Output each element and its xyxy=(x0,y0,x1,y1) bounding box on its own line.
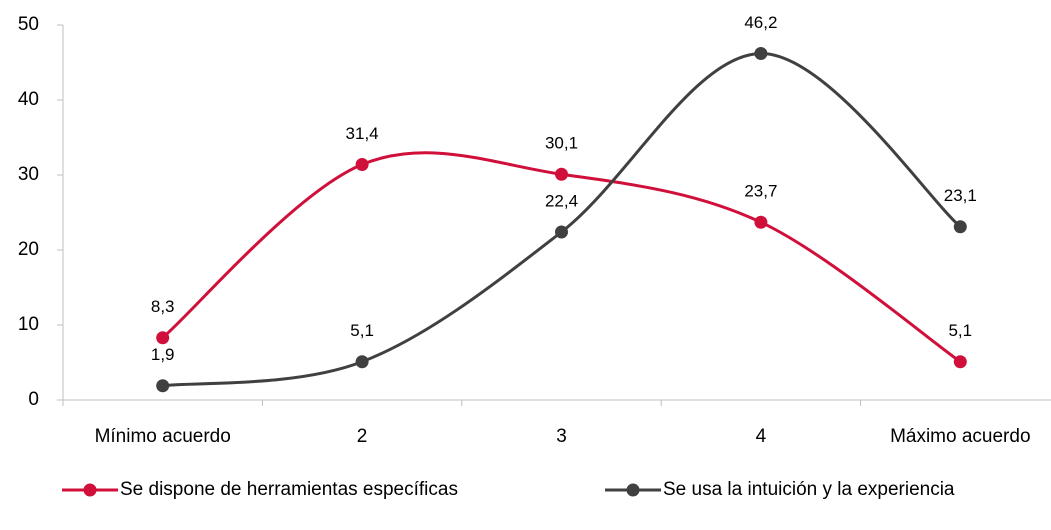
point xyxy=(355,158,369,171)
point xyxy=(355,355,369,369)
y-tick-label: 10 xyxy=(18,314,39,335)
y-tick-label: 20 xyxy=(18,239,39,260)
data-label: 23,1 xyxy=(944,186,977,205)
x-tick-label: 3 xyxy=(556,426,567,447)
point xyxy=(156,379,170,393)
series-line xyxy=(162,51,962,388)
y-tick-label: 40 xyxy=(18,89,39,110)
x-tick-label: Mínimo acuerdo xyxy=(95,426,231,447)
point xyxy=(156,331,170,345)
point xyxy=(555,225,568,239)
data-label: 1,9 xyxy=(151,345,175,364)
x-tick-label: 2 xyxy=(357,426,368,447)
data-label: 5,1 xyxy=(350,321,374,340)
legend-label: Se dispone de herramientas específicas xyxy=(120,479,458,500)
y-tick-label: 0 xyxy=(28,389,39,410)
data-label: 23,7 xyxy=(744,182,777,201)
point xyxy=(754,47,768,60)
point xyxy=(754,215,768,229)
data-label: 8,3 xyxy=(151,297,175,316)
point xyxy=(953,355,967,369)
data-label: 31,4 xyxy=(346,124,379,143)
legend-label: Se usa la intuición y la experiencia xyxy=(663,479,955,500)
y-tick-label: 30 xyxy=(18,164,39,185)
legend-marker xyxy=(626,483,640,497)
data-label: 30,1 xyxy=(545,134,578,153)
point xyxy=(555,167,568,181)
point xyxy=(953,220,967,234)
x-tick-label: Máximo acuerdo xyxy=(890,426,1030,447)
y-tick-label: 50 xyxy=(18,14,39,35)
data-label: 5,1 xyxy=(948,321,972,340)
data-label: 46,2 xyxy=(744,13,777,32)
x-tick-label: 4 xyxy=(756,426,767,447)
legend-marker xyxy=(83,483,97,497)
data-label: 22,4 xyxy=(545,191,578,210)
series-line xyxy=(161,151,962,363)
